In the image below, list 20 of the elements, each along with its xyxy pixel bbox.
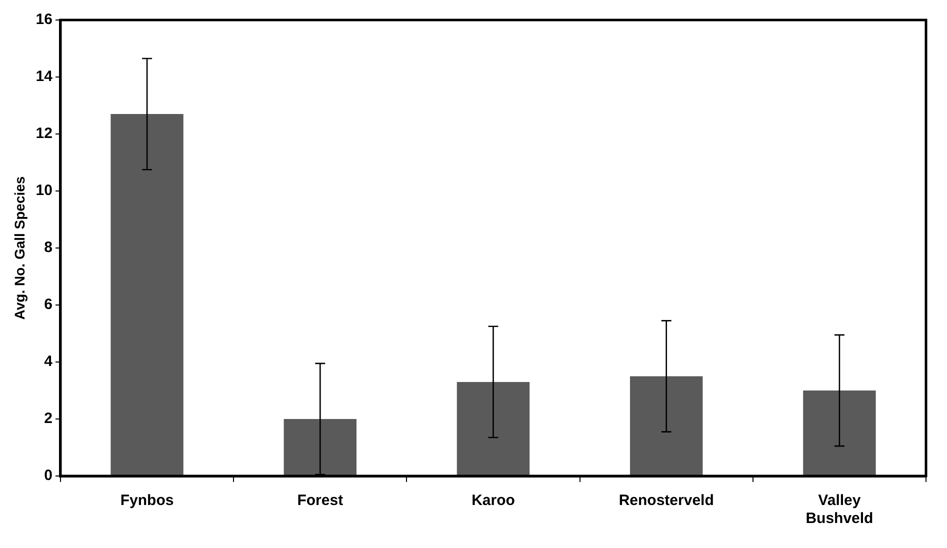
x-tick-label: Karoo	[472, 492, 515, 510]
bar	[803, 390, 876, 476]
bar	[284, 419, 356, 476]
y-tick-label: 6	[44, 296, 52, 314]
bar	[110, 114, 184, 476]
y-tick-label: 0	[44, 467, 52, 484]
x-tick-label: Forest	[297, 492, 344, 510]
y-tick-label: 14	[36, 68, 54, 86]
y-tick-label: 12	[36, 125, 52, 142]
y-tick-label: 16	[36, 11, 52, 28]
x-tick-label: Renosterveld	[618, 492, 714, 510]
bar	[630, 376, 703, 476]
x-tick-label: Valley Bushveld	[806, 492, 874, 528]
y-tick-label: 4	[44, 353, 54, 370]
y-axis-title: Avg. No. Gall Species	[11, 176, 28, 320]
y-tick-label: 8	[44, 239, 52, 256]
y-tick-label: 2	[44, 410, 52, 428]
y-tick-label: 10	[36, 182, 52, 200]
x-tick-label: Fynbos	[120, 492, 174, 510]
bar	[456, 382, 530, 476]
